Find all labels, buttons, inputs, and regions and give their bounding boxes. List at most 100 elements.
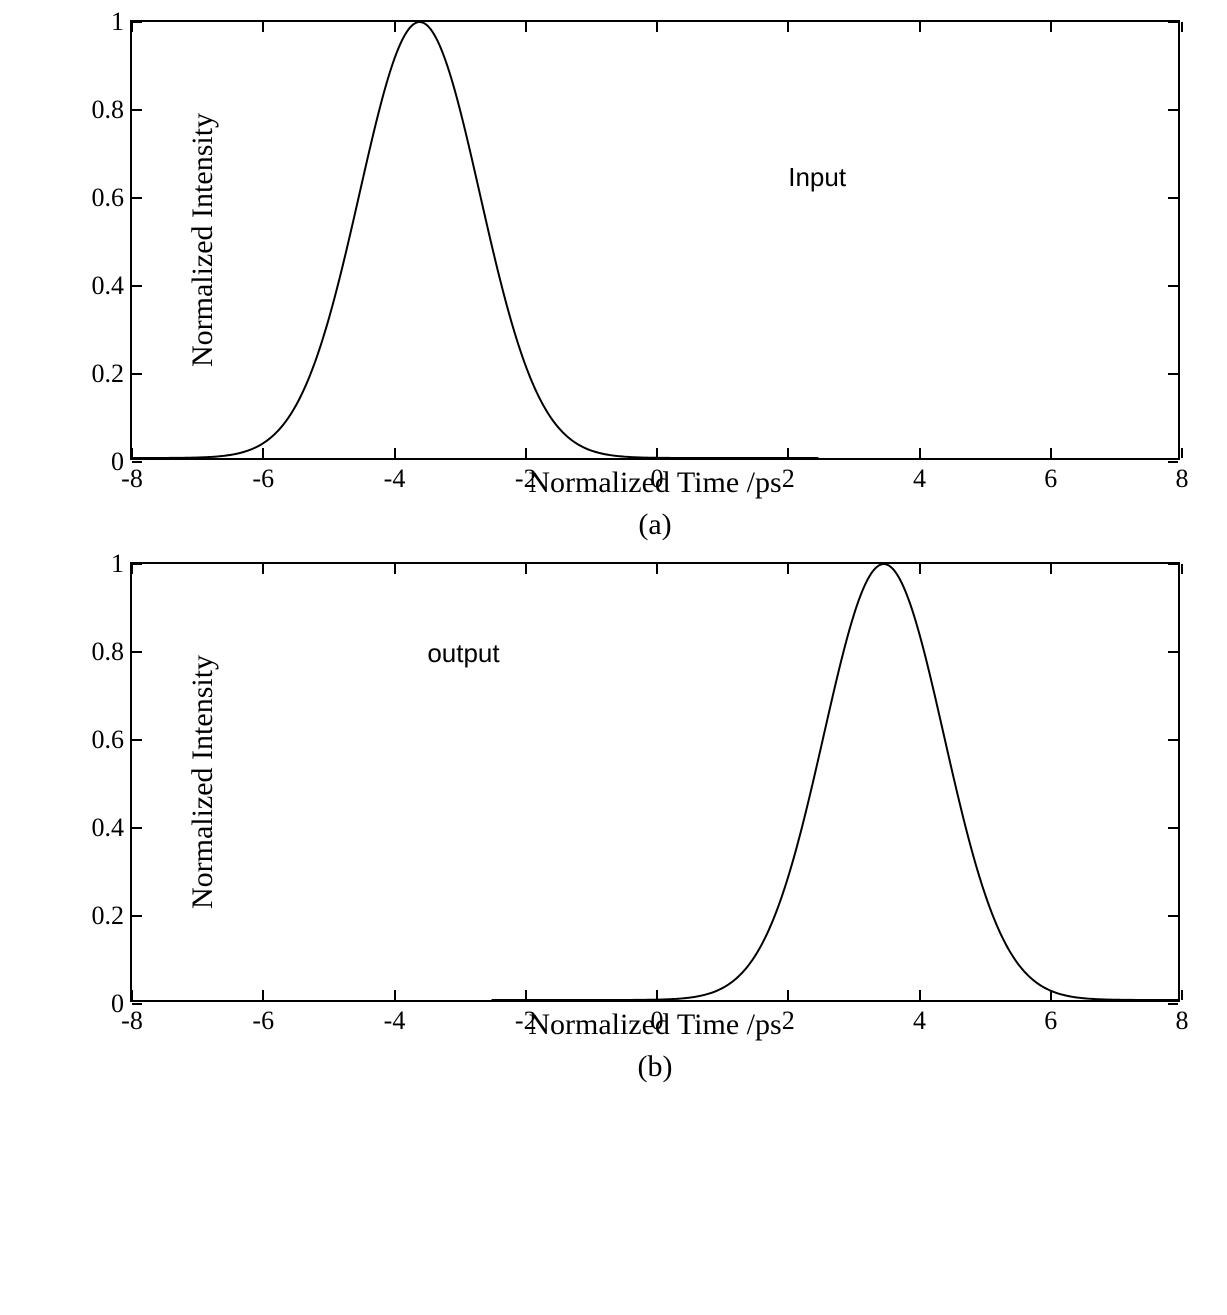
xtick-mark — [131, 990, 133, 1000]
xtick-mark — [262, 448, 264, 458]
xtick-mark — [787, 990, 789, 1000]
xtick-mark — [1050, 448, 1052, 458]
xtick-mark — [131, 22, 133, 32]
xtick-mark — [394, 564, 396, 574]
annotation-a: Input — [788, 162, 846, 193]
xtick-mark — [656, 990, 658, 1000]
ytick-mark — [132, 285, 142, 287]
xtick-mark — [262, 990, 264, 1000]
xtick-mark — [525, 448, 527, 458]
xtick-mark — [131, 564, 133, 574]
xtick-mark — [787, 448, 789, 458]
ytick-mark — [132, 373, 142, 375]
xtick-mark — [394, 448, 396, 458]
xtick-label: -2 — [515, 464, 537, 494]
ytick-label: 0.2 — [92, 359, 125, 389]
ytick-label: 1 — [111, 7, 124, 37]
ytick-mark — [132, 827, 142, 829]
xtick-mark — [1181, 448, 1183, 458]
xtick-mark — [525, 990, 527, 1000]
ytick-mark — [132, 739, 142, 741]
xtick-mark — [525, 564, 527, 574]
xtick-mark — [262, 22, 264, 32]
sublabel-a: (a) — [130, 508, 1180, 542]
ytick-label: 0.4 — [92, 813, 125, 843]
ytick-mark — [132, 21, 142, 23]
xtick-mark — [787, 564, 789, 574]
curve-line — [132, 22, 818, 458]
ytick-label: 0.6 — [92, 725, 125, 755]
xtick-mark — [394, 990, 396, 1000]
xtick-mark — [131, 448, 133, 458]
plot-area-a: Normalized Intensity Input -8-6-4-202468… — [130, 20, 1180, 460]
ytick-label: 0 — [111, 447, 124, 477]
ytick-mark — [1168, 563, 1178, 565]
ytick-mark — [1168, 739, 1178, 741]
ytick-mark — [1168, 827, 1178, 829]
curve-line — [492, 564, 1178, 1000]
ytick-mark — [1168, 109, 1178, 111]
ytick-mark — [1168, 21, 1178, 23]
xtick-mark — [787, 22, 789, 32]
ytick-mark — [1168, 651, 1178, 653]
xtick-label: 2 — [782, 1006, 795, 1036]
xtick-mark — [525, 22, 527, 32]
xtick-mark — [262, 564, 264, 574]
xtick-mark — [1050, 564, 1052, 574]
xtick-label: -6 — [252, 464, 274, 494]
xtick-label: 8 — [1176, 1006, 1189, 1036]
curve-a — [132, 22, 1178, 458]
xtick-label: 4 — [913, 464, 926, 494]
xtick-mark — [656, 448, 658, 458]
xtick-mark — [656, 22, 658, 32]
ytick-mark — [1168, 461, 1178, 463]
ytick-label: 0 — [111, 989, 124, 1019]
xtick-label: -6 — [252, 1006, 274, 1036]
ytick-mark — [132, 563, 142, 565]
xtick-label: 4 — [913, 1006, 926, 1036]
subplot-b: Normalized Intensity output -8-6-4-20246… — [20, 562, 1207, 1084]
ytick-mark — [1168, 1003, 1178, 1005]
xtick-label: -8 — [121, 464, 143, 494]
ytick-label: 0.4 — [92, 271, 125, 301]
xtick-mark — [394, 22, 396, 32]
xtick-label: 0 — [651, 464, 664, 494]
xtick-label: -2 — [515, 1006, 537, 1036]
xtick-label: -4 — [384, 464, 406, 494]
sublabel-b: (b) — [130, 1050, 1180, 1084]
xtick-label: -8 — [121, 1006, 143, 1036]
ytick-label: 1 — [111, 549, 124, 579]
ytick-mark — [132, 109, 142, 111]
xtick-label: 2 — [782, 464, 795, 494]
xtick-mark — [1050, 990, 1052, 1000]
ytick-mark — [1168, 285, 1178, 287]
ytick-mark — [132, 915, 142, 917]
ytick-mark — [132, 197, 142, 199]
xtick-label: 6 — [1044, 464, 1057, 494]
ytick-label: 0.6 — [92, 183, 125, 213]
xtick-mark — [1050, 22, 1052, 32]
xtick-mark — [1181, 564, 1183, 574]
xtick-label: 6 — [1044, 1006, 1057, 1036]
ytick-label: 0.2 — [92, 901, 125, 931]
xtick-mark — [919, 564, 921, 574]
ytick-label: 0.8 — [92, 637, 125, 667]
ytick-mark — [1168, 915, 1178, 917]
subplot-a: Normalized Intensity Input -8-6-4-202468… — [20, 20, 1207, 542]
xtick-mark — [919, 22, 921, 32]
xtick-mark — [919, 448, 921, 458]
xtick-label: 0 — [651, 1006, 664, 1036]
plot-area-b: Normalized Intensity output -8-6-4-20246… — [130, 562, 1180, 1002]
figure-container: Normalized Intensity Input -8-6-4-202468… — [20, 20, 1207, 1084]
xtick-label: -4 — [384, 1006, 406, 1036]
ytick-label: 0.8 — [92, 95, 125, 125]
ytick-mark — [132, 461, 142, 463]
ytick-mark — [132, 1003, 142, 1005]
annotation-b: output — [427, 638, 499, 669]
xtick-label: 8 — [1176, 464, 1189, 494]
xtick-mark — [919, 990, 921, 1000]
xtick-mark — [656, 564, 658, 574]
curve-b — [132, 564, 1178, 1000]
ytick-mark — [1168, 197, 1178, 199]
xtick-mark — [1181, 990, 1183, 1000]
